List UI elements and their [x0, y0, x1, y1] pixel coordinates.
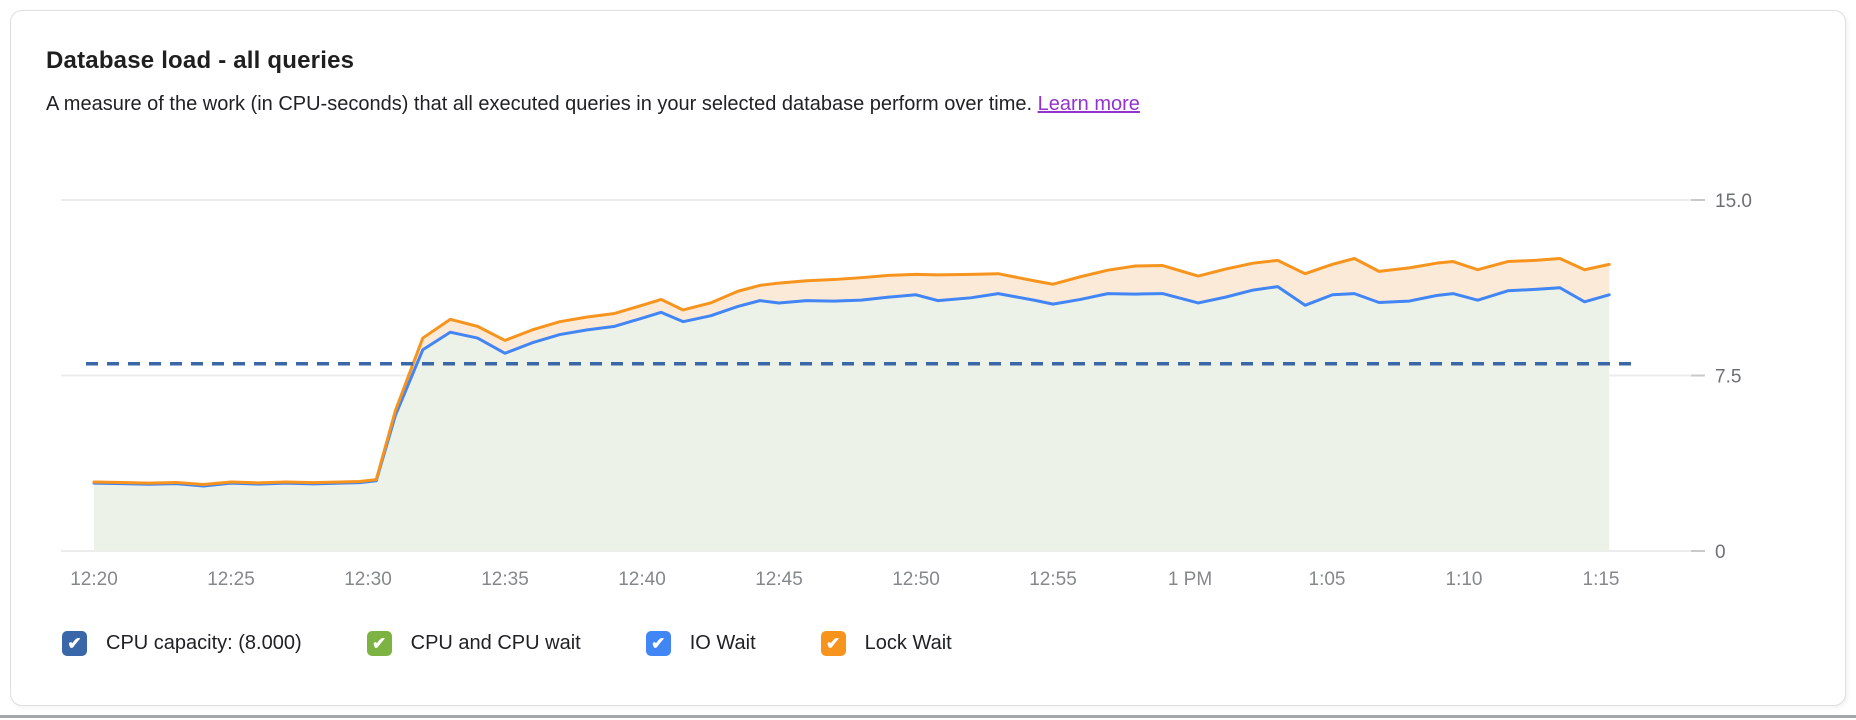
legend-item-cpu-and-cpu-wait[interactable]: ✔ CPU and CPU wait [366, 631, 581, 656]
lock-wait-checkbox[interactable]: ✔ [820, 631, 846, 656]
check-icon: ✔ [826, 634, 841, 653]
check-icon: ✔ [651, 634, 666, 653]
check-icon: ✔ [372, 634, 387, 653]
lock-wait-area [94, 258, 1610, 486]
x-tick-label: 12:30 [344, 569, 392, 590]
y-tick-label: 7.5 [1715, 367, 1741, 388]
database-load-chart: 0 7.5 15.0 12:20 12:25 12:30 12:35 12:40 12:45 12… [61, 191, 1752, 590]
legend-label: Lock Wait [864, 632, 952, 654]
x-tick-label: 12:25 [207, 569, 255, 590]
page-title: Database load - all queries [46, 47, 355, 74]
y-tick-label: 0 [1715, 542, 1726, 563]
legend-item-lock-wait[interactable]: ✔ Lock Wait [820, 631, 952, 656]
x-tick-label: 1:10 [1446, 569, 1483, 590]
legend-item-cpu-capacity[interactable]: ✔ CPU capacity: (8.000) [62, 631, 302, 656]
bottom-divider [0, 715, 1856, 718]
x-tick-label: 12:20 [70, 569, 118, 590]
io-wait-checkbox[interactable]: ✔ [645, 631, 671, 656]
x-tick-label: 12:50 [892, 569, 940, 590]
y-tick-label: 15.0 [1715, 191, 1752, 212]
legend-label: CPU capacity: (8.000) [106, 632, 302, 654]
lock-wait-line [92, 257, 1611, 487]
check-icon: ✔ [67, 634, 82, 653]
legend-item-io-wait[interactable]: ✔ IO Wait [645, 631, 756, 656]
cpu-capacity-checkbox[interactable]: ✔ [62, 631, 87, 656]
subtitle-text: A measure of the work (in CPU-seconds) t… [46, 93, 1033, 115]
legend-label: IO Wait [689, 632, 756, 654]
x-tick-label: 1:15 [1583, 569, 1620, 590]
chart-subtitle: A measure of the work (in CPU-seconds) t… [46, 93, 1140, 116]
x-tick-label: 1 PM [1168, 569, 1212, 590]
x-tick-label: 12:40 [618, 569, 666, 590]
cpu-and-cpu-wait-checkbox[interactable]: ✔ [366, 631, 392, 656]
chart-legend: ✔ CPU capacity: (8.000) ✔ CPU and CPU wa… [62, 631, 952, 656]
x-tick-label: 12:45 [755, 569, 803, 590]
database-load-card: 0 7.5 15.0 12:20 12:25 12:30 12:35 12:40 12:45 12… [10, 10, 1846, 706]
x-tick-label: 12:55 [1029, 569, 1077, 590]
legend-label: CPU and CPU wait [410, 632, 581, 654]
x-tick-label: 1:05 [1309, 569, 1346, 590]
cpu-io-area [94, 286, 1610, 551]
x-tick-label: 12:35 [481, 569, 529, 590]
learn-more-link[interactable]: Learn more [1037, 93, 1140, 115]
